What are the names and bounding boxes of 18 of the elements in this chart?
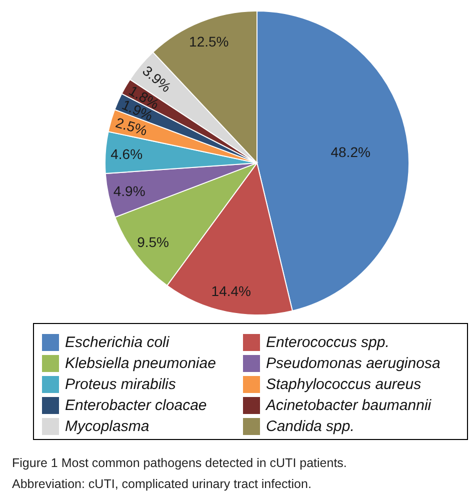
legend-label: Enterobacter cloacae — [65, 397, 207, 414]
data-label: 14.4% — [211, 283, 252, 300]
data-label: 48.2% — [330, 144, 370, 160]
legend-label: Staphylococcus aureus — [266, 376, 422, 393]
legend-label: Acinetobacter baumannii — [266, 397, 432, 414]
legend-label: Mycoplasma — [65, 418, 150, 435]
legend-label: Enterococcus spp. — [266, 334, 390, 351]
legend-label: Candida spp. — [266, 418, 354, 435]
data-label: 4.6% — [110, 146, 143, 162]
legend-label: Pseudomonas aeruginosa — [266, 355, 440, 372]
caption: Figure 1 Most common pathogens detected in cUTI patients. — [12, 456, 347, 470]
legend-label: Proteus mirabilis — [65, 376, 176, 393]
data-label: 4.9% — [113, 183, 146, 200]
legend-label: Escherichia coli — [65, 334, 170, 351]
legend-label: Klebsiella pneumoniae — [65, 355, 216, 372]
data-label: 12.5% — [189, 33, 229, 50]
text: Abbreviation: cUTI, complicated urinary tract infection. — [12, 477, 312, 491]
data-label: 9.5% — [137, 234, 169, 250]
